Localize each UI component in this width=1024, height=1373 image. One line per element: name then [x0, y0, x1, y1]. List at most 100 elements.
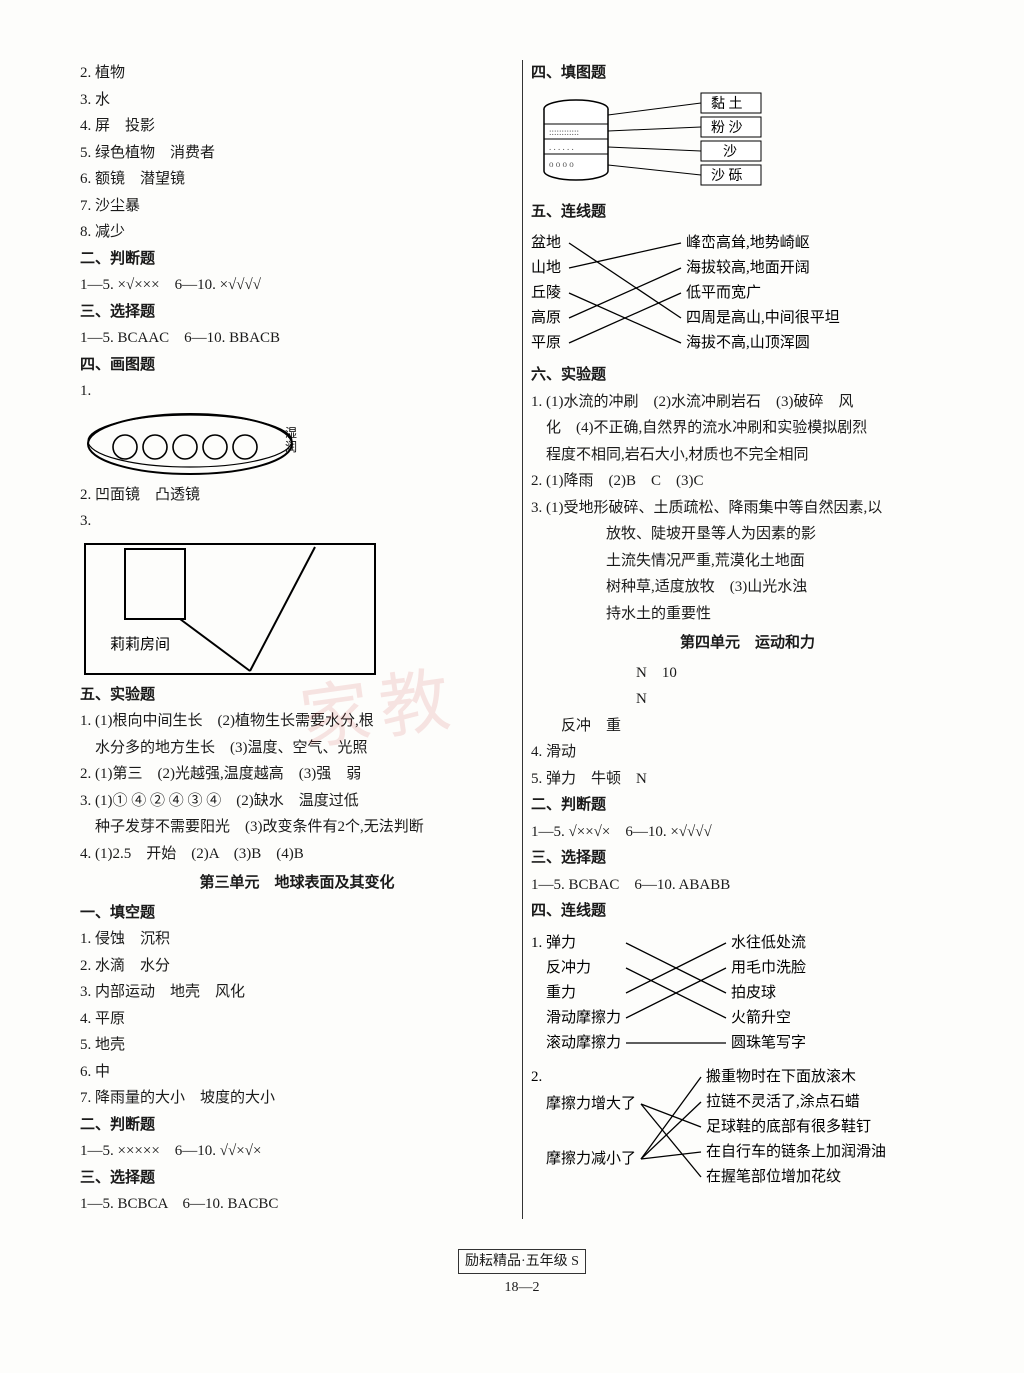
jar-diagram: :::::::::::: . . . . . . o o o o 黏 土 粉 沙… [531, 91, 831, 196]
svg-text:摩擦力减小了: 摩擦力减小了 [546, 1149, 636, 1167]
unit-title: 第三单元 地球表面及其变化 [80, 871, 514, 897]
svg-text:山地: 山地 [531, 259, 561, 276]
section-heading: 三、选择题 [80, 300, 514, 326]
section-heading: 二、判断题 [531, 793, 964, 819]
section-heading: 二、判断题 [80, 1113, 514, 1139]
diagram-label: 湿 [285, 425, 297, 440]
text-line: 4. 滑动 [531, 740, 964, 766]
section-heading: 四、画图题 [80, 353, 514, 379]
svg-text:丘陵: 丘陵 [531, 284, 561, 301]
svg-text:在自行车的链条上加润滑油: 在自行车的链条上加润滑油 [706, 1143, 886, 1160]
text-line: 6. 额镜 潜望镜 [80, 167, 514, 193]
text-line: 化 (4)不正确,自然界的流水冲刷和实验模拟剧烈 [531, 416, 964, 442]
svg-text:沙 砾: 沙 砾 [711, 168, 743, 184]
text-line: 1—5. ×√××× 6—10. ×√√√√ [80, 273, 514, 299]
section-heading: 六、实验题 [531, 363, 964, 389]
text-line: 水分多的地方生长 (3)温度、空气、光照 [80, 736, 514, 762]
match-diagram-2: 1. 弹力 反冲力 重力 滑动摩擦力 滚动摩擦力 水往低处流 用毛巾洗脸 拍皮球… [531, 929, 961, 1059]
text-line: 3. 内部运动 地壳 风化 [80, 980, 514, 1006]
svg-text:2.: 2. [531, 1069, 542, 1085]
text-line: 2. 植物 [80, 61, 514, 87]
room-label: 莉莉房间 [110, 636, 170, 653]
svg-text:滚动摩擦力: 滚动摩擦力 [546, 1033, 621, 1051]
text-line: 3. (1)① ④ ② ④ ③ ④ (2)缺水 温度过低 [80, 789, 514, 815]
section-heading: 四、填图题 [531, 61, 964, 87]
ellipse-diagram: 湿 润 [80, 409, 310, 479]
svg-text:黏 土: 黏 土 [711, 96, 743, 112]
text-line: 3. 水 [80, 88, 514, 114]
unit-title: 第四单元 运动和力 [531, 631, 964, 657]
text-line: 2. (1)降雨 (2)B C (3)C [531, 469, 964, 495]
page-footer: 励耘精品·五年级 S 18—2 [80, 1249, 964, 1301]
text-line: 3. (1)受地形破碎、土质疏松、降雨集中等自然因素,以 [531, 496, 964, 522]
svg-text:水往低处流: 水往低处流 [731, 934, 806, 951]
svg-text:粉 沙: 粉 沙 [711, 120, 743, 136]
text-line: 1—5. √××√× 6—10. ×√√√√ [531, 820, 964, 846]
match-diagram-1: 盆地 山地 丘陵 高原 平原 峰峦高耸,地势崎岖 海拔较高,地面开阔 低平而宽广… [531, 229, 961, 359]
svg-text:低平而宽广: 低平而宽广 [686, 284, 761, 301]
text-line: 放牧、陡坡开垦等人为因素的影 [531, 522, 964, 548]
text-line: 8. 减少 [80, 220, 514, 246]
text-line: 2. 凹面镜 凸透镜 [80, 483, 514, 509]
section-heading: 四、连线题 [531, 899, 964, 925]
footer-page-number: 18—2 [505, 1280, 540, 1295]
section-heading: 三、选择题 [80, 1166, 514, 1192]
room-diagram: 莉莉房间 [80, 539, 380, 679]
text-line: 2. (1)第三 (2)光越强,温度越高 (3)强 弱 [80, 762, 514, 788]
svg-text:海拔不高,山顶浑圆: 海拔不高,山顶浑圆 [686, 334, 810, 351]
text-line: 7. 沙尘暴 [80, 194, 514, 220]
svg-text:盆地: 盆地 [531, 234, 561, 251]
text-line: 4. 屏 投影 [80, 114, 514, 140]
text-line: 1. (1)水流的冲刷 (2)水流冲刷岩石 (3)破碎 风 [531, 390, 964, 416]
text-line: 5. 弹力 牛顿 N [531, 767, 964, 793]
text-line: 5. 地壳 [80, 1033, 514, 1059]
section-heading: 二、判断题 [80, 247, 514, 273]
section-heading: 一、填空题 [80, 901, 514, 927]
text-line: 4. 平原 [80, 1007, 514, 1033]
svg-text:反冲力: 反冲力 [546, 959, 591, 976]
text-line: 1—5. BCAAC 6—10. BBACB [80, 326, 514, 352]
text-line: 6. 中 [80, 1060, 514, 1086]
text-line: 种子发芽不需要阳光 (3)改变条件有2个,无法判断 [80, 815, 514, 841]
text-line: 1—5. ××××× 6—10. √√×√× [80, 1139, 514, 1165]
svg-text:在握笔部位增加花纹: 在握笔部位增加花纹 [706, 1168, 841, 1185]
text-line: 5. 绿色植物 消费者 [80, 141, 514, 167]
text-line: 3. [80, 509, 514, 535]
text-line: 反冲 重 [531, 714, 964, 740]
svg-text:足球鞋的底部有很多鞋钉: 足球鞋的底部有很多鞋钉 [706, 1118, 871, 1135]
text-line: 土流失情况严重,荒漠化土地面 [531, 549, 964, 575]
svg-text:火箭升空: 火箭升空 [731, 1008, 791, 1026]
text-line: 树种草,适度放牧 (3)山光水浊 [531, 575, 964, 601]
svg-text:拍皮球: 拍皮球 [731, 984, 776, 1001]
match-diagram-3: 2. 摩擦力增大了 摩擦力减小了 搬重物时在下面放滚木 拉链不灵活了,涂点石蜡 … [531, 1063, 961, 1198]
svg-text:摩擦力增大了: 摩擦力增大了 [546, 1094, 636, 1112]
right-column: 四、填图题 :::::::::::: . . . . . . o o o o 黏… [522, 60, 964, 1219]
svg-text:平原: 平原 [531, 335, 561, 351]
text-line: 1—5. BCBAC 6—10. ABABB [531, 873, 964, 899]
footer-brand: 励耘精品·五年级 S [458, 1249, 586, 1275]
svg-text:搬重物时在下面放滚木: 搬重物时在下面放滚木 [706, 1068, 856, 1085]
svg-text:滑动摩擦力: 滑动摩擦力 [546, 1008, 621, 1026]
text-line: N 10 [531, 661, 964, 687]
svg-text:四周是高山,中间很平坦: 四周是高山,中间很平坦 [686, 309, 840, 326]
left-column: 2. 植物 3. 水 4. 屏 投影 5. 绿色植物 消费者 6. 额镜 潜望镜… [80, 60, 522, 1219]
text-line: 1. [80, 379, 514, 405]
text-line: 程度不相同,岩石大小,材质也不完全相同 [531, 443, 964, 469]
text-line: N [531, 687, 964, 713]
section-heading: 五、连线题 [531, 200, 964, 226]
section-heading: 五、实验题 [80, 683, 514, 709]
svg-text:用毛巾洗脸: 用毛巾洗脸 [731, 959, 806, 976]
text-line: 1—5. BCBCA 6—10. BACBC [80, 1192, 514, 1218]
text-line: 持水土的重要性 [531, 602, 964, 628]
svg-text:沙: 沙 [723, 145, 737, 160]
svg-text:. . . . . .: . . . . . . [549, 142, 574, 152]
svg-text:海拔较高,地面开阔: 海拔较高,地面开阔 [686, 258, 810, 276]
svg-text:重力: 重力 [546, 984, 576, 1001]
text-line: 2. 水滴 水分 [80, 954, 514, 980]
svg-text:拉链不灵活了,涂点石蜡: 拉链不灵活了,涂点石蜡 [706, 1093, 860, 1110]
svg-text:润: 润 [285, 440, 297, 454]
svg-text:高原: 高原 [531, 309, 561, 326]
section-heading: 三、选择题 [531, 846, 964, 872]
page-columns: 2. 植物 3. 水 4. 屏 投影 5. 绿色植物 消费者 6. 额镜 潜望镜… [80, 60, 964, 1219]
svg-text:::::::::::::: :::::::::::: [549, 127, 579, 137]
